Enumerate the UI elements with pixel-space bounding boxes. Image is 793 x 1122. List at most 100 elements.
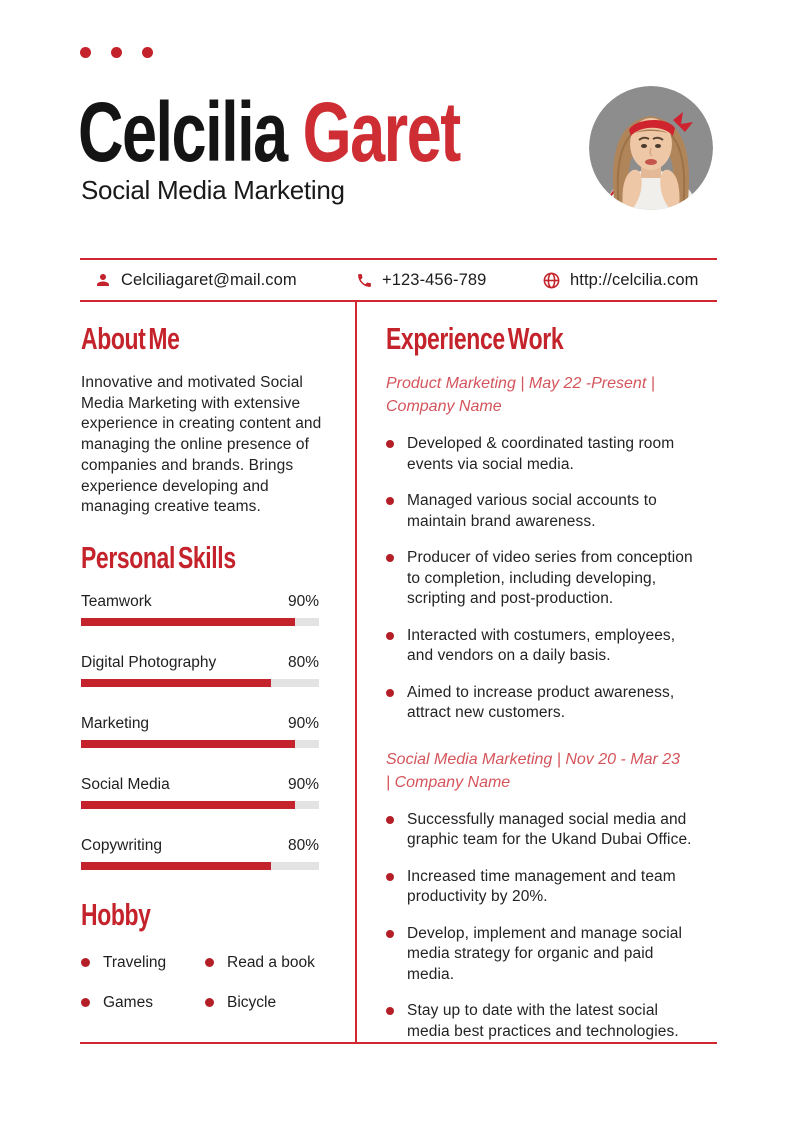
hobby-list: Traveling Read a book Games Bicycle <box>81 954 349 1012</box>
job-bullet-list: Developed & coordinated tasting room eve… <box>386 434 718 724</box>
experience-bullet: Developed & coordinated tasting room eve… <box>386 434 718 475</box>
experience-bullet: Managed various social accounts to maint… <box>386 491 718 532</box>
bullet-dot-icon <box>81 998 90 1008</box>
skill-label: Teamwork <box>81 592 152 610</box>
bullet-text: Develop, implement and manage social med… <box>407 924 683 983</box>
contact-website: http://celcilia.com <box>542 260 698 300</box>
bullet-dot-icon <box>81 958 90 968</box>
bullet-text: Interacted with costumers, employees, an… <box>407 626 676 665</box>
skill-bar-fill <box>81 678 272 687</box>
skill-bar-fill <box>81 739 296 748</box>
skills-list: Teamwork 90% Digital Photography 80% Mar… <box>81 593 349 870</box>
bullet-dot-icon <box>386 1007 394 1015</box>
skill-row: Marketing 90% <box>81 715 349 748</box>
red-dot <box>80 47 91 58</box>
contact-email: Celciliagaret@mail.com <box>94 260 297 300</box>
skill-percent: 90% <box>287 714 319 732</box>
bullet-dot-icon <box>386 929 394 938</box>
skill-label: Social Media <box>81 775 170 793</box>
skill-bar-fill <box>81 617 296 626</box>
hobby-item: Bicycle <box>205 994 349 1012</box>
bullet-dot-icon <box>386 440 394 448</box>
skill-bar-fill <box>81 861 272 870</box>
hobby-item: Games <box>81 994 205 1012</box>
hobby-label: Read a book <box>227 953 315 971</box>
bullet-dot-icon <box>386 631 394 640</box>
first-name: Celcilia <box>78 85 288 179</box>
bullet-dot-icon <box>386 554 394 562</box>
job-title: Social Media Marketing <box>81 175 345 205</box>
job-meta: Product Marketing | May 22 -Present | Co… <box>386 375 655 415</box>
about-heading: About Me <box>81 321 180 356</box>
skill-row: Digital Photography 80% <box>81 654 349 687</box>
contact-bar: Celciliagaret@mail.com +123-456-789 http… <box>80 258 717 302</box>
skill-percent: 90% <box>287 592 319 610</box>
bullet-text: Successfully managed social media and gr… <box>407 810 692 849</box>
email-text: Celciliagaret@mail.com <box>121 270 297 289</box>
experience-bullet: Stay up to date with the latest social m… <box>386 1001 718 1042</box>
skill-label: Marketing <box>81 714 150 732</box>
skills-heading: Personal Skills <box>81 539 236 575</box>
right-column: Experience Work Product Marketing | May … <box>386 322 718 1058</box>
skill-label: Digital Photography <box>81 653 217 671</box>
portrait-illustration <box>589 86 713 210</box>
skill-label: Copywriting <box>81 836 162 854</box>
hobby-item: Traveling <box>81 954 205 972</box>
job-section: Social Media Marketing | Nov 20 - Mar 23… <box>386 748 718 1043</box>
hobby-heading: Hobby <box>81 896 151 932</box>
last-name: Garet <box>302 85 462 179</box>
bullet-dot-icon <box>205 958 214 968</box>
header-dots <box>80 47 153 58</box>
skill-bar-track <box>81 678 319 687</box>
phone-icon <box>356 272 373 289</box>
experience-heading: Experience Work <box>386 321 564 356</box>
experience-bullet: Producer of video series from conception… <box>386 548 718 610</box>
profile-photo <box>589 86 713 210</box>
contact-phone: +123-456-789 <box>356 260 486 300</box>
bullet-dot-icon <box>386 815 394 824</box>
website-text: http://celcilia.com <box>570 270 699 289</box>
job-meta: Social Media Marketing | Nov 20 - Mar 23… <box>386 750 681 791</box>
job-bullet-list: Successfully managed social media and gr… <box>386 810 718 1043</box>
bullet-text: Producer of video series from conception… <box>407 549 693 607</box>
globe-icon <box>542 271 561 290</box>
skill-percent: 80% <box>287 653 319 671</box>
experience-bullet: Develop, implement and manage social med… <box>386 924 718 986</box>
experience-bullet: Successfully managed social media and gr… <box>386 810 718 851</box>
experience-bullet: Increased time management and team produ… <box>386 867 718 908</box>
phone-text: +123-456-789 <box>382 270 487 289</box>
skill-bar-track <box>81 800 319 809</box>
bullet-text: Managed various social accounts to maint… <box>407 492 657 530</box>
skill-row: Teamwork 90% <box>81 593 349 626</box>
bullet-text: Increased time management and team produ… <box>407 867 676 906</box>
hobby-label: Games <box>103 993 153 1011</box>
red-dot <box>111 47 122 58</box>
red-dot <box>142 47 153 58</box>
skill-percent: 90% <box>287 775 319 793</box>
hobby-item: Read a book <box>205 954 349 972</box>
experience-jobs: Product Marketing | May 22 -Present | Co… <box>386 372 718 1042</box>
column-divider <box>355 302 357 1043</box>
skill-bar-track <box>81 739 319 748</box>
experience-bullet: Interacted with costumers, employees, an… <box>386 626 718 667</box>
person-name: Celcilia Garet <box>78 90 461 174</box>
experience-bullet: Aimed to increase product awareness, att… <box>386 683 718 724</box>
bullet-dot-icon <box>386 688 394 697</box>
left-column: About Me Innovative and motivated Social… <box>81 322 349 1012</box>
job-section: Product Marketing | May 22 -Present | Co… <box>386 372 718 724</box>
person-icon <box>94 271 112 289</box>
bullet-dot-icon <box>386 497 394 505</box>
bullet-dot-icon <box>205 998 214 1008</box>
skill-bar-track <box>81 617 319 626</box>
skill-row: Copywriting 80% <box>81 837 349 870</box>
bullet-text: Developed & coordinated tasting room eve… <box>407 435 675 473</box>
about-text: Innovative and motivated Social Media Ma… <box>81 374 322 516</box>
hobby-label: Bicycle <box>227 993 277 1011</box>
bullet-text: Aimed to increase product awareness, att… <box>407 683 675 722</box>
bottom-rule <box>80 1042 717 1044</box>
skill-row: Social Media 90% <box>81 776 349 809</box>
skill-bar-track <box>81 861 319 870</box>
hobby-label: Traveling <box>103 953 167 971</box>
skill-bar-fill <box>81 800 296 809</box>
